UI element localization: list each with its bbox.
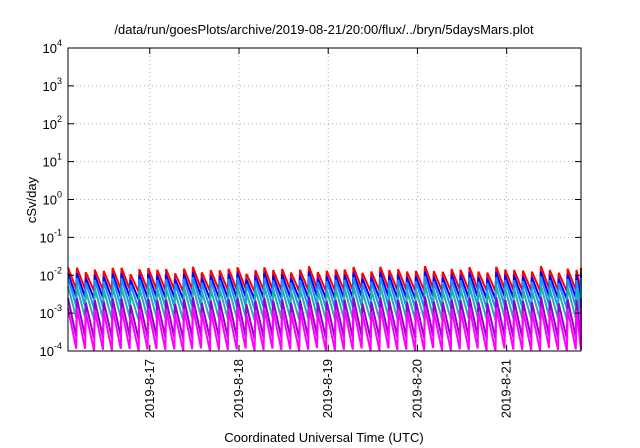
x-tick-label: 2019-8-19 [320, 359, 335, 418]
y-tick-label: 102 [43, 114, 62, 132]
y-tick-label: 100 [43, 190, 62, 208]
x-tick-label: 2019-8-21 [499, 359, 514, 418]
y-tick-label: 10-1 [40, 227, 62, 245]
chart-title: /data/run/goesPlots/archive/2019-08-21/2… [114, 22, 534, 37]
y-tick-label: 104 [43, 38, 62, 56]
series-line [67, 306, 582, 352]
series-layer [67, 265, 582, 352]
x-axis: 2019-8-17 2019-8-18 2019-8-19 2019-8-20 2019… [142, 48, 514, 418]
y-tick-label: 101 [43, 152, 62, 170]
y-tick-label: 10-3 [40, 303, 62, 321]
y-axis-label: cSv/day [24, 176, 39, 223]
x-tick-label: 2019-8-20 [409, 359, 424, 418]
y-tick-label: 10-2 [40, 265, 62, 283]
x-tick-label: 2019-8-18 [231, 359, 246, 418]
y-tick-label: 103 [43, 76, 62, 94]
x-tick-label: 2019-8-17 [142, 359, 157, 418]
y-axis: 10-4 10-3 10-2 10-1 100 101 102 103 104 [40, 38, 581, 359]
x-axis-label: Coordinated Universal Time (UTC) [224, 430, 423, 445]
y-tick-label: 10-4 [40, 341, 62, 359]
